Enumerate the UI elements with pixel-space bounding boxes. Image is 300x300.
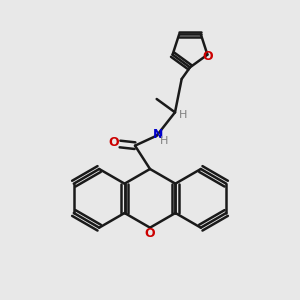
Text: O: O <box>145 227 155 240</box>
Text: H: H <box>179 110 188 120</box>
Text: O: O <box>109 136 119 149</box>
Text: O: O <box>203 50 213 63</box>
Text: N: N <box>153 128 164 140</box>
Text: H: H <box>160 136 168 146</box>
